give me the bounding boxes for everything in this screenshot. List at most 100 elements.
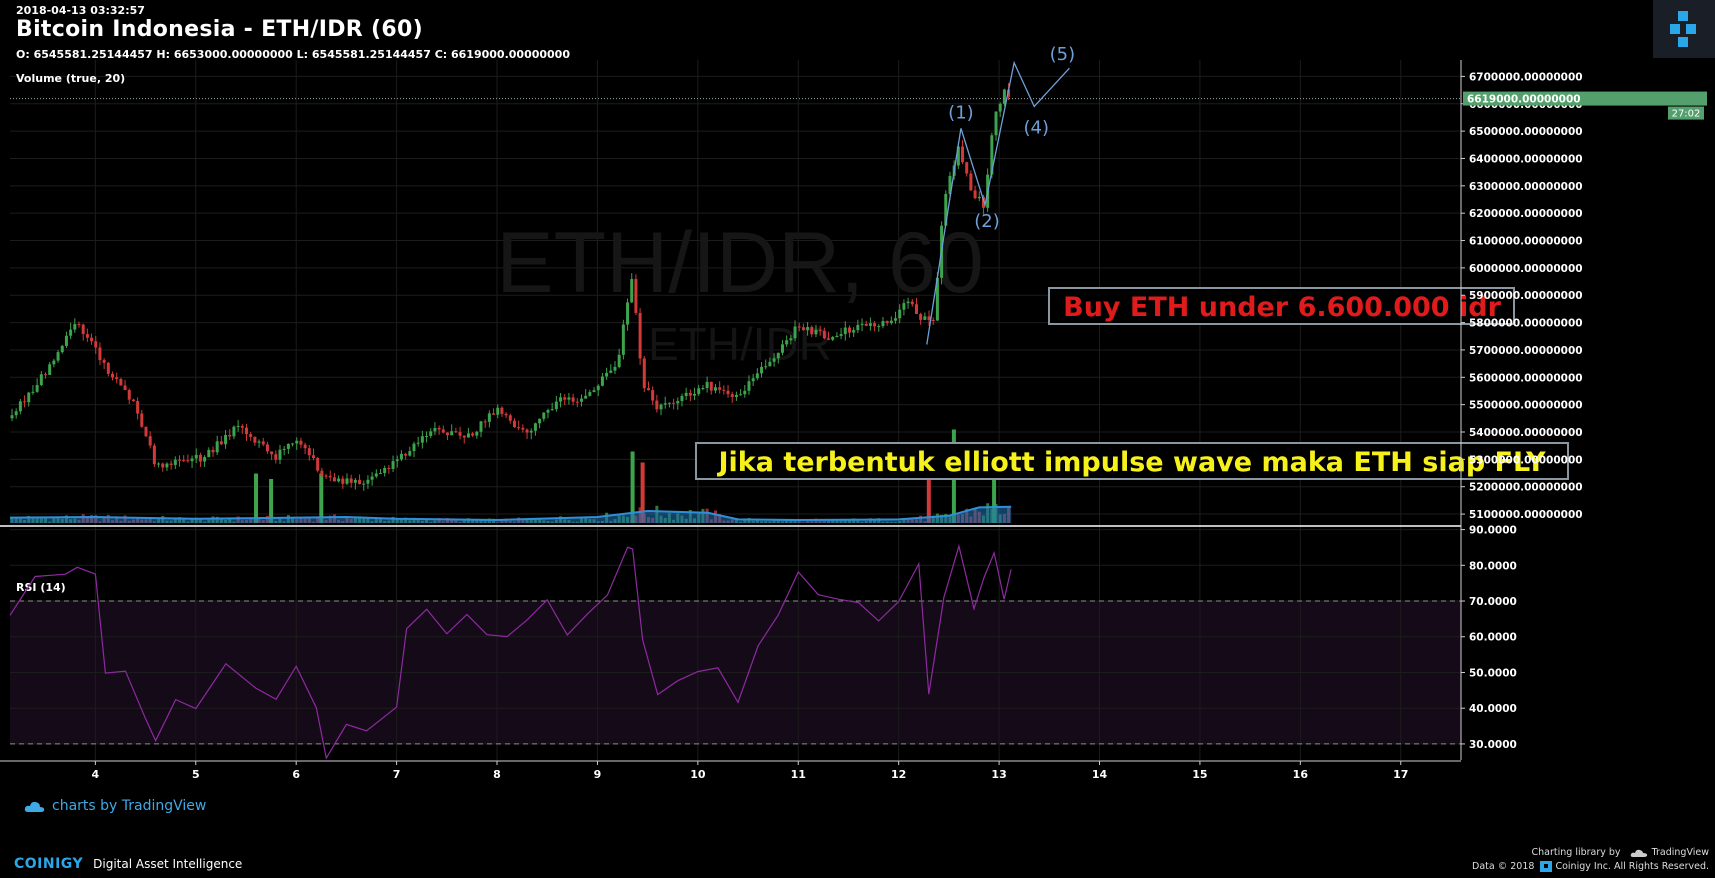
tradingview-credit-link[interactable]: charts by TradingView xyxy=(24,798,206,814)
candle-body xyxy=(73,324,77,330)
candle-body xyxy=(228,434,232,437)
candle-body xyxy=(584,395,588,399)
candle-body xyxy=(613,366,617,371)
candle-body xyxy=(136,401,140,414)
candle-body xyxy=(810,327,814,335)
candle-body xyxy=(948,175,952,194)
candle-body xyxy=(39,374,43,385)
candle-body xyxy=(466,433,470,438)
candle-body xyxy=(856,324,860,331)
candle-body xyxy=(977,196,981,199)
coinigy-logo-button[interactable] xyxy=(1653,0,1715,58)
volume-spike-bar xyxy=(254,473,259,523)
candle-body xyxy=(956,146,960,166)
candle-body xyxy=(374,473,378,477)
candle-body xyxy=(429,431,433,436)
candle-body xyxy=(416,442,420,444)
candle-body xyxy=(860,323,864,325)
candle-body xyxy=(659,404,663,410)
candle-body xyxy=(517,427,521,429)
candle-body xyxy=(425,435,429,437)
candle-body xyxy=(282,448,286,450)
price-axis-label: 6700000.00000000 xyxy=(1469,71,1583,83)
candle-body xyxy=(483,421,487,423)
candle-body xyxy=(730,394,734,398)
volume-spike-bar xyxy=(926,457,931,523)
rsi-study-label: RSI (14) xyxy=(16,581,66,594)
countdown-label: 27:02 xyxy=(1672,109,1701,120)
price-axis-label: 5100000.00000000 xyxy=(1469,509,1583,521)
candle-body xyxy=(23,401,27,403)
time-axis-label: 6 xyxy=(292,768,300,781)
candle-body xyxy=(500,407,504,414)
candle-body xyxy=(433,427,437,432)
time-axis-label: 12 xyxy=(891,768,906,781)
time-axis-label: 13 xyxy=(991,768,1006,781)
candle-body xyxy=(240,425,244,428)
candle-body xyxy=(27,392,31,403)
candle-body xyxy=(10,415,14,419)
candle-body xyxy=(311,455,315,459)
candle-body xyxy=(525,429,529,433)
candle-body xyxy=(349,478,353,483)
candle-body xyxy=(165,463,169,468)
candle-body xyxy=(441,429,445,433)
price-axis-label: 5700000.00000000 xyxy=(1469,345,1583,357)
candle-body xyxy=(362,483,366,485)
candle-body xyxy=(94,341,98,348)
candle-body xyxy=(18,401,22,412)
candle-body xyxy=(780,344,784,353)
candle-body xyxy=(35,384,39,392)
price-axis-label: 5200000.00000000 xyxy=(1469,482,1583,494)
candle-body xyxy=(596,385,600,391)
candle-body xyxy=(663,403,667,405)
watermark-symbol: ETH/IDR, 60 xyxy=(496,215,983,311)
rsi-axis-label: 50.0000 xyxy=(1469,667,1517,679)
elliott-wave-label: (1) xyxy=(948,102,974,123)
countdown-label-bg xyxy=(1668,106,1704,120)
library-prefix: Charting library by xyxy=(1531,847,1621,858)
candle-body xyxy=(462,435,466,438)
candle-body xyxy=(353,479,357,483)
candle-body xyxy=(496,407,500,415)
candle-body xyxy=(605,372,609,377)
time-axis-label: 14 xyxy=(1092,768,1108,781)
candle-body xyxy=(914,304,918,315)
candle-body xyxy=(667,402,671,404)
candle-body xyxy=(542,412,546,419)
elliott-wave-label: (2) xyxy=(974,211,1000,232)
candle-body xyxy=(173,459,177,465)
last-price-label: 6619000.00000000 xyxy=(1467,94,1581,106)
candle-body xyxy=(705,381,709,389)
candle-body xyxy=(847,327,851,333)
price-axis-label: 5900000.00000000 xyxy=(1469,290,1583,302)
candle-body xyxy=(420,436,424,443)
candle-body xyxy=(559,397,563,402)
candle-body xyxy=(274,454,278,460)
candle-body xyxy=(626,302,630,325)
candle-body xyxy=(14,411,18,416)
candle-body xyxy=(760,366,764,374)
candle-body xyxy=(194,454,198,459)
volume-spike-bar xyxy=(640,462,645,523)
candle-body xyxy=(56,352,60,361)
copyright-footer: Charting library by TradingView Data © 2… xyxy=(1472,846,1709,874)
price-axis-label: 5800000.00000000 xyxy=(1469,318,1583,330)
candle-body xyxy=(529,430,533,433)
candle-body xyxy=(575,401,579,403)
candle-body xyxy=(789,338,793,341)
candle-body xyxy=(404,453,408,456)
candle-body xyxy=(504,413,508,416)
candle-body xyxy=(186,460,190,462)
time-axis-label: 8 xyxy=(493,768,501,781)
candle-body xyxy=(751,378,755,382)
volume-spike-bar xyxy=(319,473,324,523)
time-axis-label: 11 xyxy=(791,768,806,781)
elliott-wave-label: (4) xyxy=(1023,118,1049,139)
candle-body xyxy=(123,385,127,391)
candle-body xyxy=(651,390,655,401)
candle-body xyxy=(571,397,575,402)
candle-body xyxy=(383,468,387,474)
candle-body xyxy=(533,423,537,431)
